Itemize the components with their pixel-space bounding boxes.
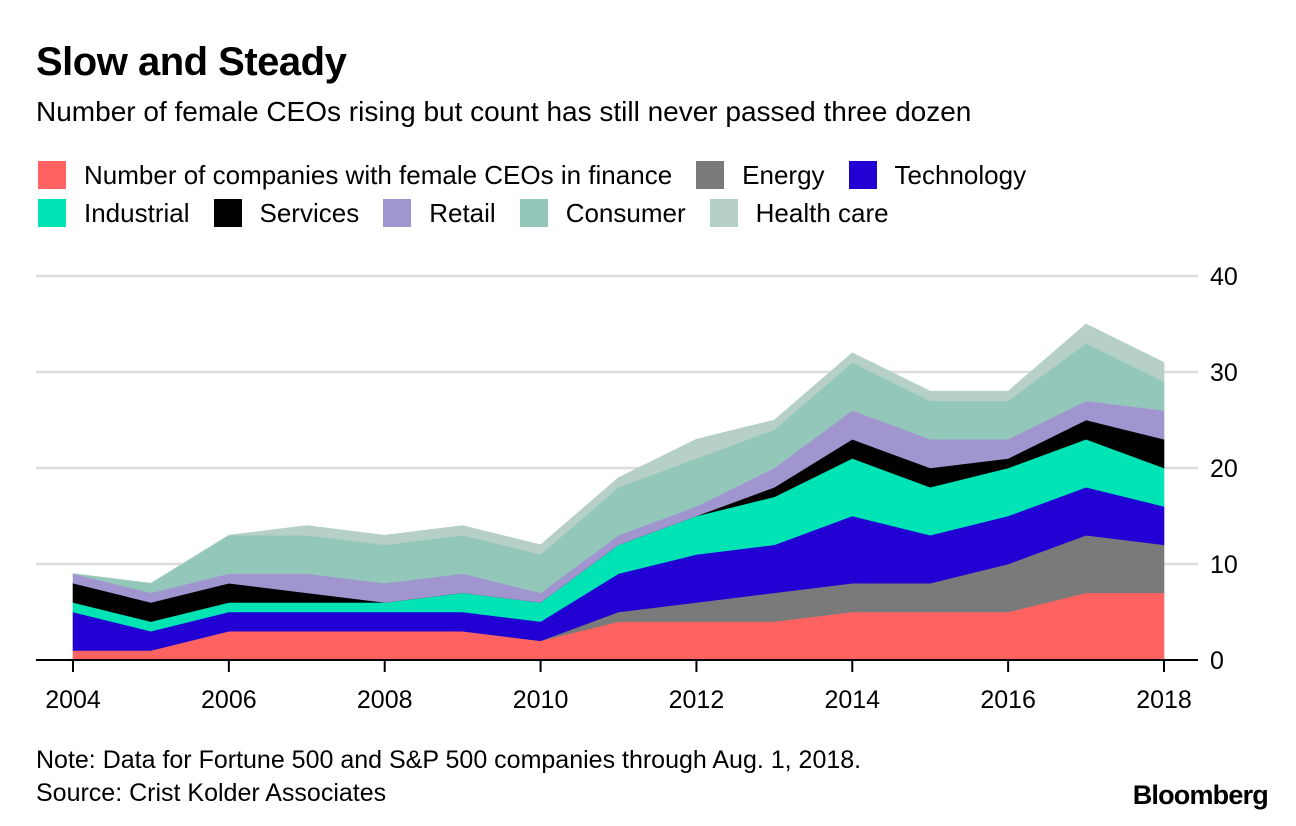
y-tick-label: 30 bbox=[1210, 359, 1238, 387]
legend-label-energy: Energy bbox=[742, 159, 825, 190]
chart-title: Slow and Steady bbox=[36, 40, 347, 84]
y-tick-label: 10 bbox=[1210, 551, 1238, 579]
x-tick-label: 2004 bbox=[45, 686, 101, 714]
legend-item-consumer: Consumer bbox=[519, 197, 686, 229]
x-tick-label: 2012 bbox=[669, 686, 725, 714]
source-text: Source: Crist Kolder Associates bbox=[36, 779, 387, 807]
legend-item-health-care: Health care bbox=[709, 197, 889, 229]
legend-swatch-technology bbox=[848, 161, 877, 189]
area-series bbox=[72, 323, 1165, 661]
legend-row-1: Number of companies with female CEOs in … bbox=[38, 156, 1258, 194]
x-tick-label: 2006 bbox=[201, 686, 257, 714]
legend-label-consumer: Consumer bbox=[565, 197, 686, 228]
y-tick-label: 40 bbox=[1210, 263, 1238, 291]
legend-swatch-industrial bbox=[38, 199, 66, 227]
legend-label-finance: Number of companies with female CEOs in … bbox=[84, 159, 673, 190]
legend-item-technology: Technology bbox=[848, 159, 1027, 191]
chart-subtitle: Number of female CEOs rising but count h… bbox=[36, 96, 972, 127]
legend-swatch-energy bbox=[696, 161, 725, 189]
y-tick-label: 0 bbox=[1210, 647, 1224, 675]
legend-swatch-services bbox=[213, 199, 242, 227]
x-tick-label: 2008 bbox=[357, 686, 413, 714]
legend-label-health-care: Health care bbox=[755, 197, 889, 228]
legend-swatch-retail bbox=[383, 199, 412, 227]
stacked-area-chart: 0 10 20 30 40 2004 2006 2008 2010 2012 2014 2016 201… bbox=[36, 263, 1238, 714]
x-tick-label: 2016 bbox=[980, 686, 1036, 714]
legend-row-2: Industrial Services Retail Consumer Heal… bbox=[38, 194, 1258, 232]
axes: 0 10 20 30 40 2004 2006 2008 2010 2012 2014 2016 201… bbox=[36, 263, 1238, 714]
legend-item-retail: Retail bbox=[383, 197, 496, 229]
legend-item-industrial: Industrial bbox=[38, 198, 190, 229]
legend-swatch-health-care bbox=[709, 199, 738, 227]
y-tick-label: 20 bbox=[1210, 455, 1238, 483]
legend-item-finance: Number of companies with female CEOs in … bbox=[38, 160, 672, 191]
footnote: Note: Data for Fortune 500 and S&P 500 c… bbox=[36, 744, 861, 810]
x-tick-label: 2018 bbox=[1136, 686, 1192, 714]
x-tick-label: 2010 bbox=[513, 686, 569, 714]
legend-label-retail: Retail bbox=[429, 197, 496, 228]
area-health-care bbox=[72, 323, 1165, 584]
legend-label-industrial: Industrial bbox=[84, 197, 190, 228]
legend: Number of companies with female CEOs in … bbox=[38, 156, 1258, 232]
legend-item-services: Services bbox=[213, 197, 360, 229]
legend-item-energy: Energy bbox=[696, 159, 825, 191]
bloomberg-logo: Bloomberg bbox=[1132, 780, 1269, 810]
legend-label-services: Services bbox=[259, 197, 360, 228]
legend-label-technology: Technology bbox=[894, 159, 1027, 190]
note-text: Note: Data for Fortune 500 and S&P 500 c… bbox=[36, 746, 862, 774]
legend-swatch-finance bbox=[38, 161, 66, 189]
legend-swatch-consumer bbox=[519, 199, 548, 227]
x-tick-label: 2014 bbox=[824, 686, 880, 714]
